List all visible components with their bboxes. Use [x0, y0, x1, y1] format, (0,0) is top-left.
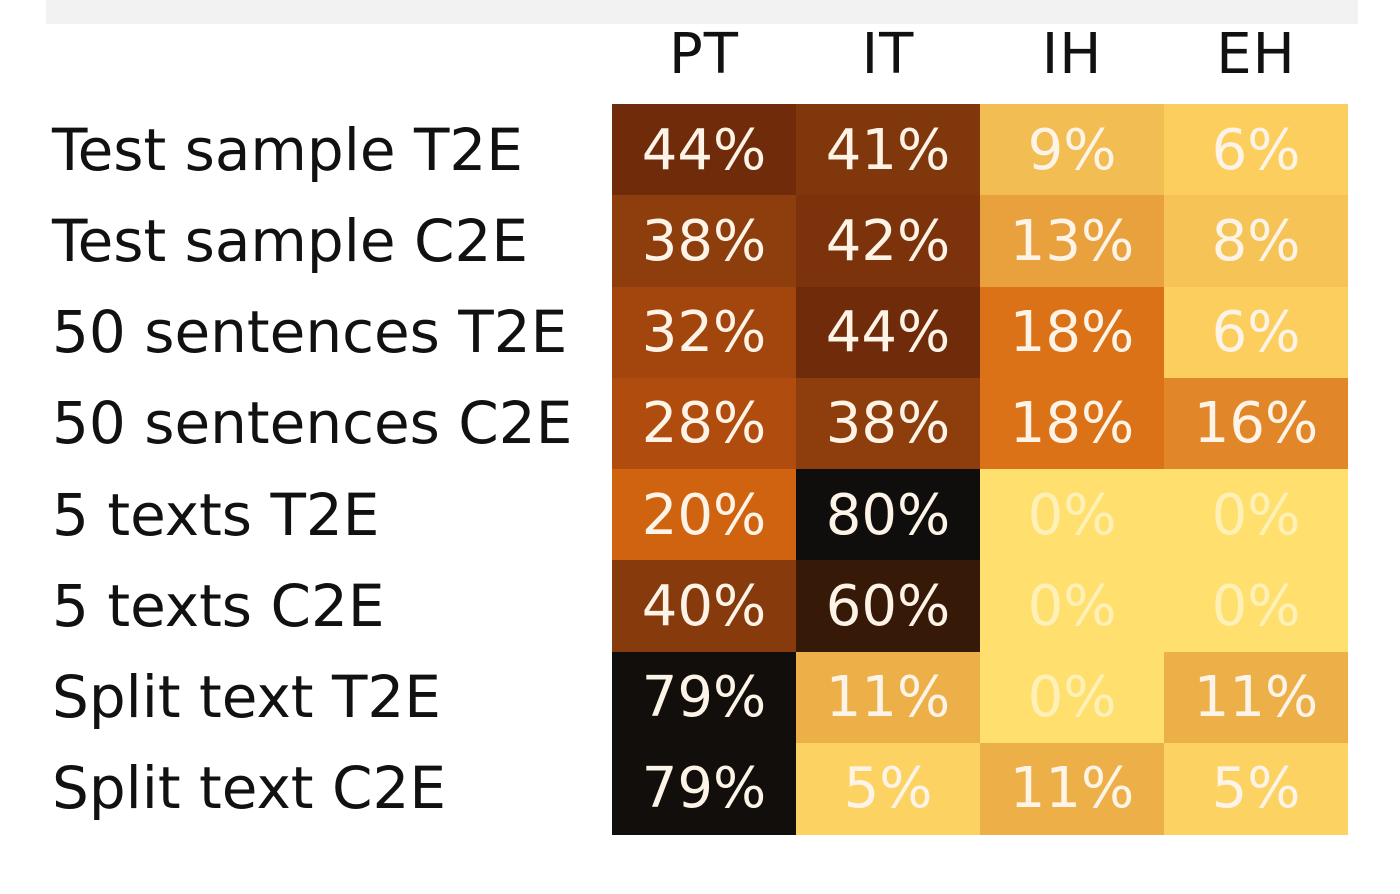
cell-value-label: 0%: [1211, 573, 1301, 639]
cell-value-label: 80%: [825, 482, 951, 548]
cell-value-label: 0%: [1027, 665, 1117, 730]
heatmap-cell: 42%: [796, 195, 980, 288]
cell-value-label: 0%: [1211, 482, 1301, 548]
heatmap-cell: 8%: [1164, 195, 1348, 288]
heatmap-cell: 13%: [980, 195, 1164, 288]
heatmap-cell: 80%: [796, 469, 980, 561]
heatmap-cell: 11%: [980, 742, 1164, 835]
heatmap-cell: 0%: [1164, 469, 1348, 561]
cell-value-label: 60%: [825, 573, 951, 639]
heatmap-cell: 38%: [612, 195, 796, 288]
cell-value-label: 0%: [1027, 482, 1117, 548]
cell-value-label: 16%: [1193, 391, 1319, 457]
row-label: 50 sentences C2E: [52, 389, 573, 458]
cell-value-label: 42%: [825, 208, 951, 274]
cell-value-label: 20%: [641, 482, 767, 548]
heatmap-cell: 18%: [980, 377, 1164, 470]
row-label: 50 sentences T2E: [52, 298, 568, 366]
heatmap-cell: 28%: [612, 377, 796, 470]
right-border-band: [1358, 0, 1400, 894]
heatmap-cell: 79%: [612, 742, 796, 835]
column-label: IH: [1041, 21, 1103, 87]
heatmap-cell: 38%: [796, 377, 980, 470]
heatmap-cell: 16%: [1164, 377, 1348, 470]
heatmap-cell: 18%: [980, 286, 1164, 379]
cell-value-label: 79%: [641, 756, 767, 822]
row-label: Split text C2E: [52, 754, 446, 823]
row-label: 5 texts T2E: [52, 480, 380, 549]
heatmap-cell: 41%: [796, 104, 980, 196]
column-label: EH: [1216, 21, 1296, 87]
column-label: IT: [861, 21, 915, 87]
heatmap-cell: 6%: [1164, 104, 1348, 196]
heatmap-cell: 5%: [796, 742, 980, 835]
heatmap-cell: 9%: [980, 104, 1164, 196]
heatmap-cell: 44%: [796, 286, 980, 379]
cell-value-label: 11%: [1009, 756, 1135, 822]
cell-value-label: 5%: [843, 756, 933, 822]
cell-value-label: 79%: [641, 665, 767, 730]
heatmap-cell: 0%: [980, 651, 1164, 744]
cell-value-label: 11%: [825, 665, 951, 730]
cell-value-label: 44%: [825, 300, 951, 365]
top-border-band: [46, 0, 1360, 24]
cell-value-label: 11%: [1193, 665, 1319, 730]
row-label: Test sample T2E: [52, 115, 523, 184]
heatmap-cell: 60%: [796, 560, 980, 653]
cell-value-label: 6%: [1211, 117, 1301, 183]
cell-value-label: 38%: [641, 208, 767, 274]
cell-value-label: 18%: [1009, 391, 1135, 457]
heatmap-cell: 79%: [612, 651, 796, 744]
cell-value-label: 44%: [641, 117, 767, 183]
heatmap-cell: 11%: [796, 651, 980, 744]
cell-value-label: 18%: [1009, 300, 1135, 365]
column-label: PT: [669, 21, 739, 87]
cell-value-label: 6%: [1211, 300, 1301, 365]
heatmap-cell: 20%: [612, 469, 796, 561]
cell-value-label: 41%: [825, 117, 951, 183]
cell-value-label: 9%: [1027, 117, 1117, 183]
row-label: Split text T2E: [52, 663, 441, 731]
heatmap-cell: 11%: [1164, 651, 1348, 744]
cell-value-label: 38%: [825, 391, 951, 457]
heatmap-cell: 40%: [612, 560, 796, 653]
heatmap-cell: 5%: [1164, 742, 1348, 835]
row-label: 5 texts C2E: [52, 571, 385, 640]
cell-value-label: 28%: [641, 391, 767, 457]
heatmap-cell: 6%: [1164, 286, 1348, 379]
heatmap-cell: 0%: [1164, 560, 1348, 653]
cell-value-label: 5%: [1211, 756, 1301, 822]
row-label: Test sample C2E: [52, 206, 529, 275]
heatmap-cell: 0%: [980, 469, 1164, 561]
cell-value-label: 13%: [1009, 208, 1135, 274]
heatmap-cell: 32%: [612, 286, 796, 379]
cell-value-label: 40%: [641, 573, 767, 639]
heatmap-cell: 0%: [980, 560, 1164, 653]
cell-value-label: 32%: [641, 300, 767, 365]
cell-value-label: 0%: [1027, 573, 1117, 639]
heatmap-cell: 44%: [612, 104, 796, 196]
cell-value-label: 8%: [1211, 208, 1301, 274]
